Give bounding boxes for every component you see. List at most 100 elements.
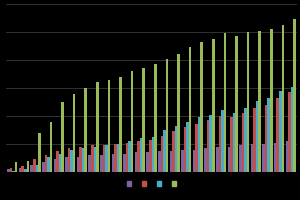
Bar [198,117,200,172]
Bar [204,148,207,172]
Bar [282,25,284,172]
Bar [267,98,270,172]
Bar [239,145,242,172]
Bar [291,87,293,172]
Bar [172,131,175,172]
Bar [70,150,73,172]
Bar [38,133,41,172]
Bar [233,113,235,172]
Bar [286,141,288,172]
Bar [200,42,203,172]
Bar [158,151,160,172]
Bar [119,77,122,172]
Bar [108,80,110,172]
Bar [59,154,61,172]
Bar [21,166,24,172]
Bar [218,116,221,172]
Bar [160,136,163,172]
Bar [33,159,36,172]
Bar [258,31,261,172]
Bar [36,165,38,172]
Bar [54,159,56,172]
Bar [82,148,85,172]
Bar [26,161,29,172]
Bar [212,39,214,172]
Bar [42,162,45,172]
Bar [169,151,172,172]
Bar [65,157,68,172]
Bar [247,32,249,172]
Bar [270,29,272,172]
Bar [195,124,198,172]
Bar [175,126,177,172]
Bar [88,155,91,172]
Bar [251,144,253,172]
Bar [80,147,82,172]
Bar [230,117,233,172]
Bar [288,92,291,172]
Bar [94,147,96,172]
Bar [117,144,119,172]
Bar [152,137,154,172]
Bar [209,115,212,172]
Bar [186,122,189,172]
Bar [193,150,195,172]
Bar [142,68,145,172]
Bar [31,165,33,172]
Bar [253,108,256,172]
Bar [146,152,149,172]
Bar [274,143,277,172]
Bar [221,110,224,172]
Bar [126,143,128,172]
Bar [103,145,105,172]
Bar [19,168,21,172]
Bar [256,101,258,172]
Bar [224,33,226,172]
Bar [181,150,184,172]
Bar [123,154,126,172]
Bar [277,98,279,172]
Bar [47,157,50,172]
Bar [96,82,99,172]
Bar [15,162,17,172]
Bar [235,36,238,172]
Bar [50,122,52,172]
Bar [100,155,103,172]
Bar [85,88,87,172]
Bar [184,127,186,172]
Bar [56,151,59,172]
Bar [137,141,140,172]
Bar [12,171,15,172]
Legend: , , , : , , , [127,180,176,189]
Bar [166,59,168,172]
Bar [216,147,218,172]
Bar [131,71,134,172]
Bar [265,105,267,172]
Bar [207,120,209,172]
Bar [73,94,75,172]
Bar [105,145,108,172]
Bar [189,47,191,172]
Bar [135,152,137,172]
Bar [140,138,142,172]
Bar [128,141,131,172]
Bar [61,102,64,172]
Bar [91,145,94,172]
Bar [262,144,265,172]
Bar [77,157,80,172]
Bar [279,91,282,172]
Bar [242,113,244,172]
Bar [163,130,166,172]
Bar [149,140,152,172]
Bar [7,169,10,172]
Bar [244,108,247,172]
Bar [10,168,12,172]
Bar [177,54,180,172]
Bar [45,155,47,172]
Bar [154,64,157,172]
Bar [112,154,114,172]
Bar [24,169,26,172]
Bar [68,148,70,172]
Bar [293,19,296,172]
Bar [228,147,230,172]
